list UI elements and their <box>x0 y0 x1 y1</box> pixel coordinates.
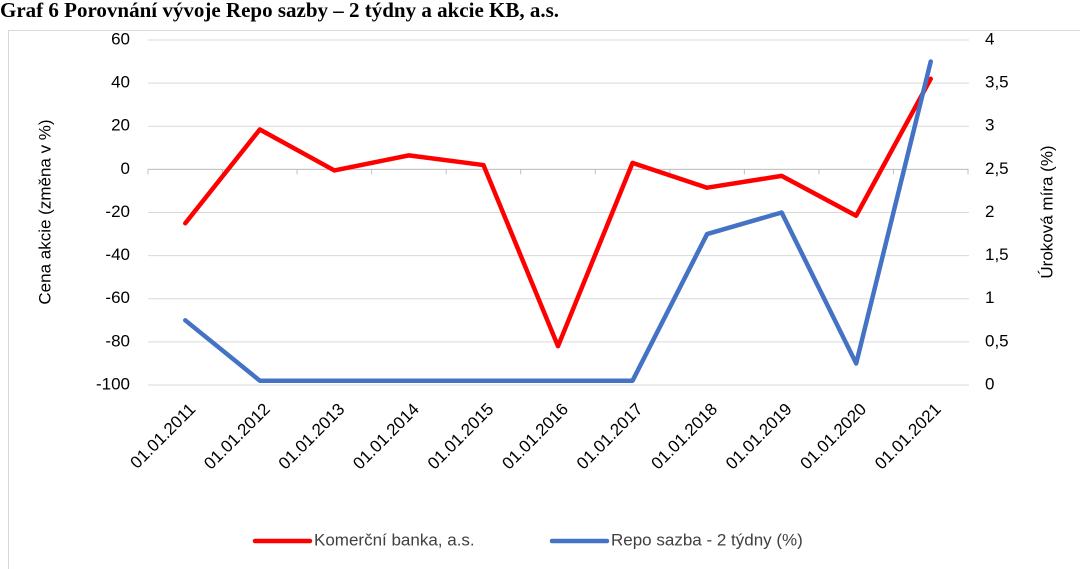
legend-label: Repo sazba - 2 týdny (%) <box>611 530 803 549</box>
x-tick-label: 01.01.2013 <box>275 400 349 474</box>
y2-tick-label: 0 <box>985 374 994 393</box>
y2-tick-label: 0,5 <box>985 331 1009 350</box>
x-tick-label: 01.01.2016 <box>498 400 572 474</box>
y-tick-label: 40 <box>111 73 130 92</box>
y-tick-label: -100 <box>96 374 130 393</box>
x-tick-label: 01.01.2014 <box>349 400 423 474</box>
y-tick-label: 0 <box>121 159 130 178</box>
legend-label: Komerční banka, a.s. <box>314 530 475 549</box>
y2-tick-label: 1,5 <box>985 245 1009 264</box>
y2-axis-title: Úroková míra (%) <box>1037 145 1056 278</box>
series-line <box>183 76 933 349</box>
x-tick-label: 01.01.2018 <box>647 400 721 474</box>
y-tick-label: -20 <box>105 202 130 221</box>
chart-border <box>8 30 1080 569</box>
x-tick-label: 01.01.2020 <box>797 400 871 474</box>
y-axis-title: Cena akcie (změna v %) <box>35 119 54 304</box>
series-line <box>183 59 933 383</box>
y2-tick-label: 1 <box>985 288 994 307</box>
y2-tick-label: 4 <box>985 29 994 48</box>
x-tick-label: 01.01.2012 <box>200 400 274 474</box>
x-tick-label: 01.01.2021 <box>871 400 945 474</box>
y-tick-label: -40 <box>105 245 130 264</box>
x-tick-label: 01.01.2019 <box>722 400 796 474</box>
y2-tick-label: 3 <box>985 116 994 135</box>
y2-tick-label: 2,5 <box>985 159 1009 178</box>
chart-title: Graf 6 Porovnání vývoje Repo sazby – 2 t… <box>0 0 559 22</box>
y-tick-label: -80 <box>105 331 130 350</box>
x-tick-label: 01.01.2015 <box>424 400 498 474</box>
x-tick-label: 01.01.2017 <box>573 400 647 474</box>
y-tick-label: 20 <box>111 116 130 135</box>
y-tick-label: -60 <box>105 288 130 307</box>
y2-tick-label: 3,5 <box>985 73 1009 92</box>
y-tick-label: 60 <box>111 29 130 48</box>
y2-tick-label: 2 <box>985 202 994 221</box>
x-tick-label: 01.01.2011 <box>127 400 200 473</box>
